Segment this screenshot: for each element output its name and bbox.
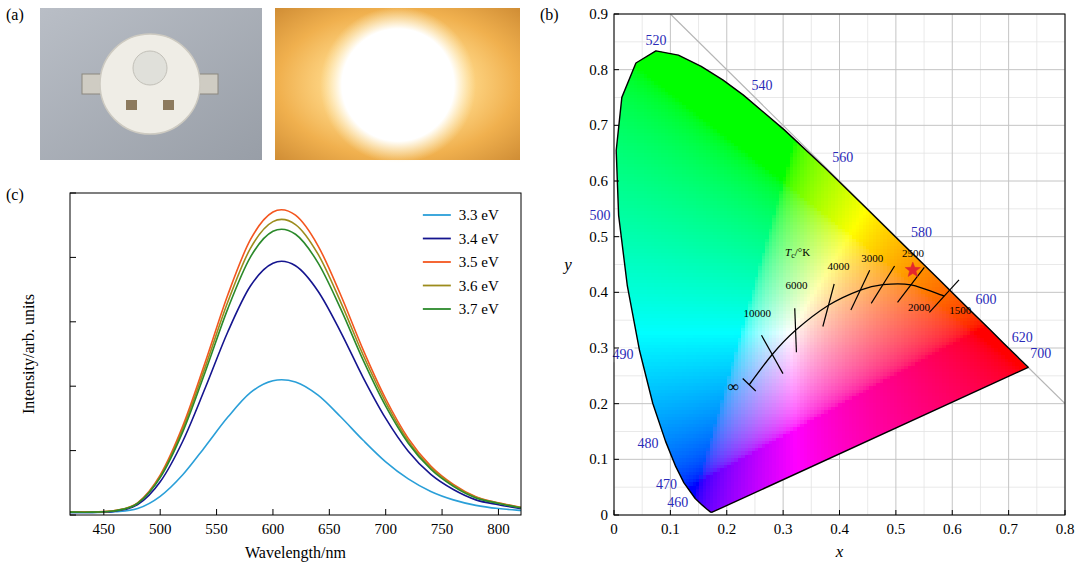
led-pad xyxy=(163,100,174,110)
led-pad xyxy=(126,100,137,110)
photo-led-on xyxy=(275,7,520,163)
led-dome xyxy=(133,51,167,85)
plot-b: ∞10000600040003000250020001500Tc/°K52054… xyxy=(590,14,1065,515)
panel-letter: (a) xyxy=(6,6,24,24)
panel-letter: (b) xyxy=(540,6,559,24)
photo-led-off xyxy=(40,8,262,160)
led-glow xyxy=(320,7,476,163)
figure: (a) (b) ∞10000600040003000250020001500Tc/°… xyxy=(0,0,1086,572)
